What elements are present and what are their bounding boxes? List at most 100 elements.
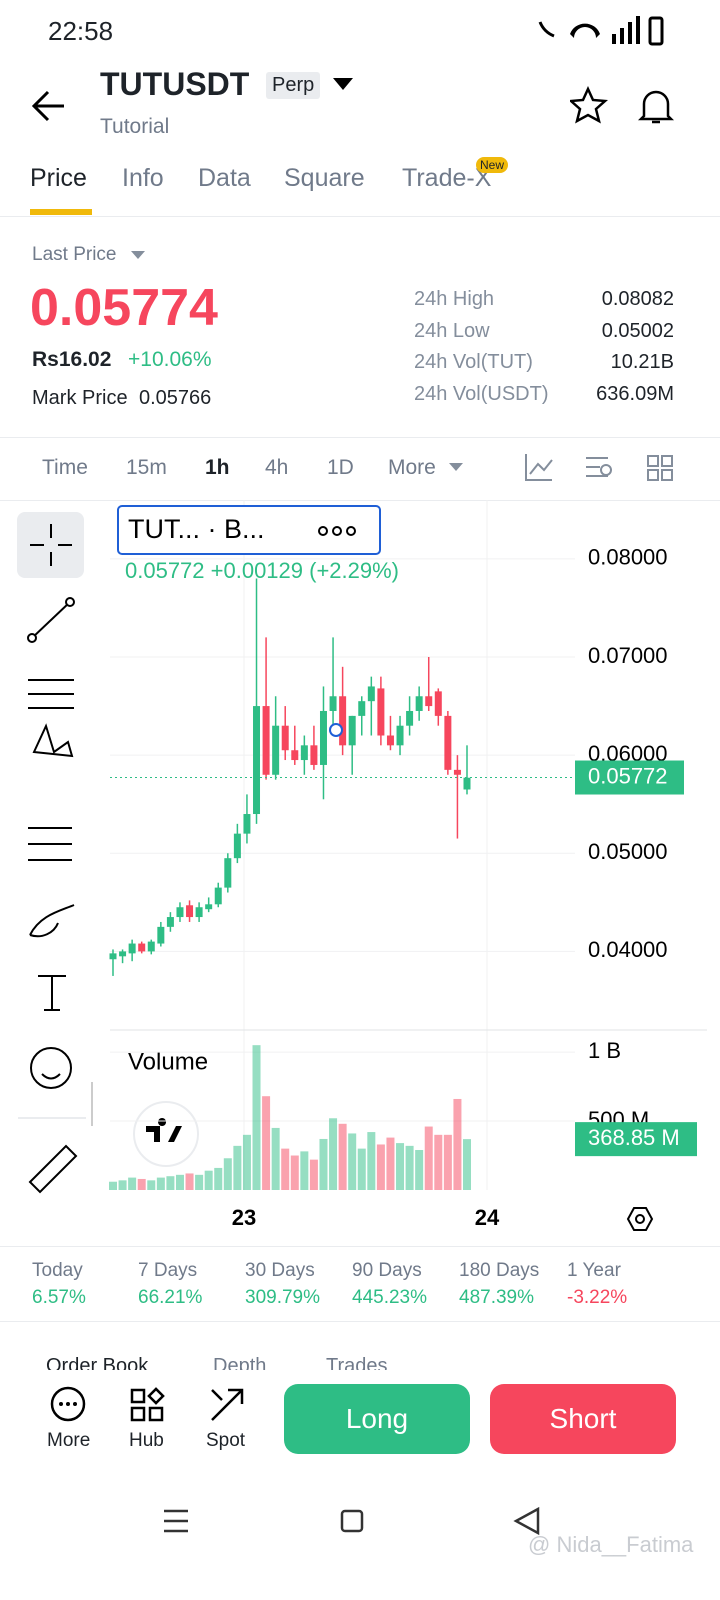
tab[interactable]: Data xyxy=(198,164,251,192)
tv-logo-mark xyxy=(146,1118,182,1142)
candle-body xyxy=(300,745,308,761)
volume-bar xyxy=(348,1133,357,1190)
candle-body xyxy=(453,769,461,775)
interval[interactable]: 1h xyxy=(205,456,230,479)
volume-bar xyxy=(223,1158,232,1190)
last-price-label: 0.05772 xyxy=(588,763,668,788)
long-button[interactable]: Long xyxy=(284,1384,470,1454)
volume-bar xyxy=(195,1174,204,1190)
volume-bar xyxy=(109,1181,117,1190)
tab[interactable]: Price xyxy=(30,164,87,192)
volume-bar xyxy=(281,1148,290,1190)
interval[interactable]: 1D xyxy=(327,456,354,479)
candle-body xyxy=(358,701,366,716)
candle-body xyxy=(396,725,404,746)
candle-body xyxy=(281,725,289,751)
interval[interactable]: Time xyxy=(42,456,88,479)
symbol[interactable]: TUTUSDT xyxy=(100,66,250,102)
legend-values: 0.05772 +0.00129 (+2.29%) xyxy=(125,558,399,583)
volume-bar xyxy=(175,1174,184,1190)
more-caret xyxy=(449,463,463,471)
dropdown[interactable] xyxy=(333,78,353,92)
candle-body xyxy=(166,917,174,927)
volume-bar xyxy=(453,1098,462,1190)
volume-bar xyxy=(338,1123,347,1190)
volume-bar xyxy=(166,1176,175,1190)
interval[interactable]: More xyxy=(388,456,436,479)
volume-bar xyxy=(329,1118,338,1190)
candle-body xyxy=(262,706,270,775)
volume-bar xyxy=(443,1134,452,1190)
volume-bar xyxy=(252,1045,261,1190)
stat-label: 24h High xyxy=(414,288,495,310)
crosshair-point xyxy=(329,723,343,737)
legend-menu[interactable] xyxy=(318,526,356,536)
candle-body xyxy=(138,943,146,952)
candle-body xyxy=(434,691,442,716)
volume-bar xyxy=(367,1132,376,1190)
settings-dot xyxy=(635,1214,645,1224)
candle-body xyxy=(147,941,155,952)
tab[interactable]: Info xyxy=(122,164,164,192)
candle-body xyxy=(406,710,414,726)
period-change: 309.79% xyxy=(245,1287,321,1308)
y-tick-label: 1 B xyxy=(588,1038,621,1063)
period: 1 Year xyxy=(567,1260,621,1281)
tab-indicator xyxy=(30,209,92,215)
candle-body xyxy=(339,696,347,746)
volume-bar xyxy=(300,1151,309,1190)
last-price-label[interactable]: Last Price xyxy=(32,244,117,265)
period: 30 Days xyxy=(245,1260,315,1281)
nav-bar[interactable] xyxy=(160,1505,550,1541)
candle-body xyxy=(195,907,203,918)
volume-bar xyxy=(376,1144,385,1190)
candle-body xyxy=(205,904,213,910)
new-badge: New xyxy=(476,157,509,173)
volume-bar xyxy=(271,1127,280,1190)
candle-body xyxy=(329,696,337,711)
hub-label[interactable]: Hub xyxy=(129,1430,164,1451)
tool-selected[interactable] xyxy=(17,512,84,578)
stat-label: 24h Low xyxy=(414,319,490,342)
spot-label[interactable]: Spot xyxy=(206,1430,246,1451)
mark-price: 0.05766 xyxy=(139,387,212,409)
settings[interactable] xyxy=(626,1207,654,1231)
interval[interactable]: 15m xyxy=(126,456,167,479)
candle-body xyxy=(272,725,280,775)
watermark: @ Nida__Fatima xyxy=(528,1532,694,1557)
period-change: 6.57% xyxy=(32,1287,86,1308)
short-button[interactable]: Short xyxy=(490,1384,676,1454)
volume-bar xyxy=(386,1137,395,1190)
x-label: 24 xyxy=(475,1205,500,1230)
period: 7 Days xyxy=(138,1260,198,1281)
volume-bar xyxy=(233,1145,242,1190)
more-label[interactable]: More xyxy=(47,1430,91,1451)
x-label: 23 xyxy=(232,1205,256,1230)
chart-tools[interactable] xyxy=(522,452,682,484)
period: 90 Days xyxy=(352,1260,422,1281)
volume-bar xyxy=(242,1134,251,1190)
crosshair-tool[interactable] xyxy=(30,524,72,566)
y-tick-label: 0.07000 xyxy=(588,643,668,668)
stat-value: 0.08082 xyxy=(601,288,674,310)
volume-bar xyxy=(309,1159,318,1190)
candle-body xyxy=(386,735,394,746)
tv-logo[interactable] xyxy=(133,1101,199,1167)
volume-bar xyxy=(434,1134,443,1190)
back-button[interactable] xyxy=(30,88,70,124)
candle-body xyxy=(243,814,251,834)
header-icons[interactable] xyxy=(570,86,680,126)
candle-body xyxy=(444,715,452,770)
caret xyxy=(131,251,145,259)
legend-box[interactable] xyxy=(117,505,381,555)
candle-body xyxy=(310,745,318,765)
volume-bar xyxy=(118,1180,127,1190)
candle-body xyxy=(224,858,232,888)
volume-bar xyxy=(128,1177,137,1190)
volume-bar xyxy=(147,1180,156,1190)
drawing-tools[interactable] xyxy=(18,597,93,1194)
interval[interactable]: 4h xyxy=(265,456,289,479)
change: +10.06% xyxy=(128,348,212,371)
tab[interactable]: Square xyxy=(284,164,365,192)
